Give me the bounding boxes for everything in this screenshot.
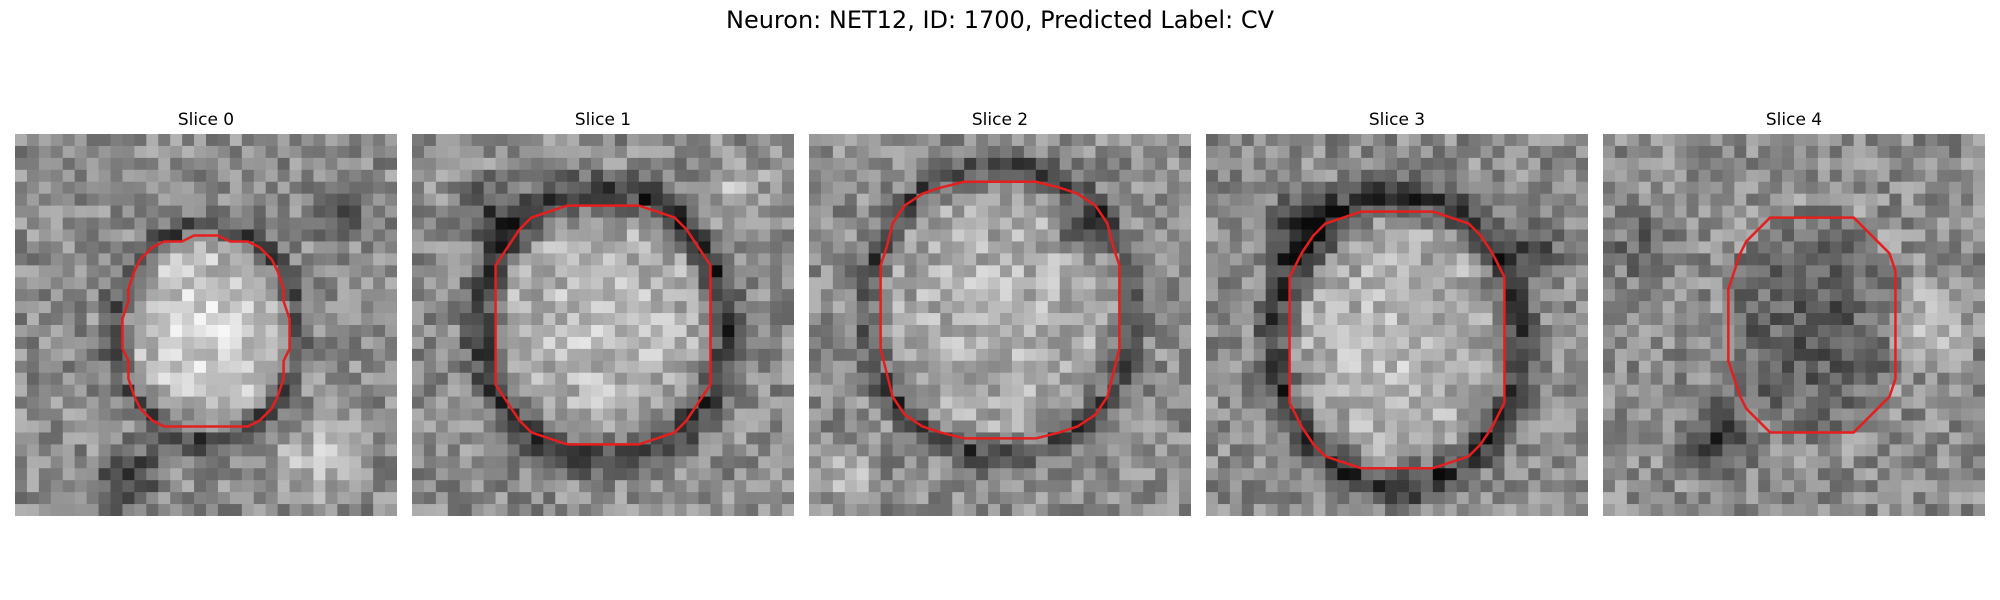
slice-image-0: [15, 134, 397, 516]
slice-title-3: Slice 3: [1368, 110, 1426, 130]
figure-title: Neuron: NET12, ID: 1700, Predicted Label…: [726, 6, 1274, 34]
neuron-contour: [121, 234, 291, 428]
slice-title-0: Slice 0: [177, 110, 235, 130]
slice-title-4: Slice 4: [1765, 110, 1823, 130]
slice-image-1: [412, 134, 794, 516]
pixel-grid: [15, 134, 397, 516]
pixel-grid: [809, 134, 1191, 516]
pixel-grid: [412, 134, 794, 516]
slice-title-2: Slice 2: [971, 110, 1029, 130]
slice-image-4: [1603, 134, 1985, 516]
pixel-grid: [1206, 134, 1588, 516]
slice-title-1: Slice 1: [574, 110, 632, 130]
slice-image-3: [1206, 134, 1588, 516]
neuron-contour: [1727, 216, 1897, 434]
neuron-contour: [494, 204, 712, 446]
neuron-contour: [1288, 210, 1506, 470]
slice-image-2: [809, 134, 1191, 516]
neuron-contour: [879, 180, 1121, 440]
pixel-grid: [1603, 134, 1985, 516]
